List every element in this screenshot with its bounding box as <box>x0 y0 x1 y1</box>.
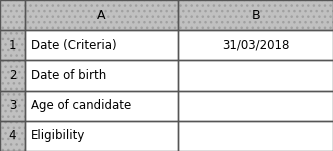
Text: 1: 1 <box>9 39 16 52</box>
Bar <box>25 60 178 91</box>
Bar <box>25 91 178 121</box>
Bar <box>25 0 178 30</box>
Bar <box>0 91 25 121</box>
Text: 31/03/2018: 31/03/2018 <box>222 39 289 52</box>
Bar <box>0 30 25 60</box>
Text: Date of birth: Date of birth <box>31 69 106 82</box>
Bar <box>25 121 178 151</box>
Bar <box>25 60 178 91</box>
Bar <box>0 121 25 151</box>
Text: B: B <box>251 9 260 22</box>
Text: Eligibility: Eligibility <box>31 129 85 142</box>
Text: Date (Criteria): Date (Criteria) <box>31 39 117 52</box>
Bar <box>178 0 333 30</box>
Bar <box>178 121 333 151</box>
Bar <box>178 30 333 60</box>
Text: Age of candidate: Age of candidate <box>31 99 131 112</box>
Bar <box>0 121 25 151</box>
Bar <box>178 0 333 30</box>
Bar <box>178 121 333 151</box>
Bar <box>0 0 25 30</box>
Bar <box>178 60 333 91</box>
Bar <box>178 30 333 60</box>
Text: 2: 2 <box>9 69 16 82</box>
Bar <box>25 91 178 121</box>
Bar <box>25 0 178 30</box>
Bar <box>0 121 25 151</box>
Text: A: A <box>97 9 106 22</box>
Bar <box>25 30 178 60</box>
Bar <box>0 91 25 121</box>
Bar <box>0 60 25 91</box>
Bar <box>0 0 25 30</box>
Bar <box>25 30 178 60</box>
Bar <box>0 60 25 91</box>
Bar <box>178 91 333 121</box>
Text: 3: 3 <box>9 99 16 112</box>
Bar <box>25 0 178 30</box>
Bar <box>178 60 333 91</box>
Bar <box>25 121 178 151</box>
Bar <box>0 60 25 91</box>
Bar <box>178 91 333 121</box>
Bar <box>0 91 25 121</box>
Text: 4: 4 <box>9 129 16 142</box>
Bar <box>0 30 25 60</box>
Bar <box>178 0 333 30</box>
Bar <box>0 30 25 60</box>
Bar <box>0 0 25 30</box>
